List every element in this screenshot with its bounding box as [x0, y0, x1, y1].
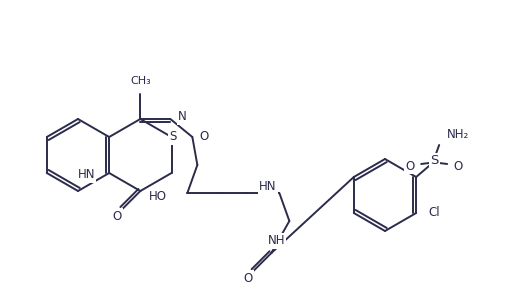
Text: CH₃: CH₃	[130, 76, 151, 86]
Text: Cl: Cl	[428, 207, 440, 220]
Text: O: O	[113, 210, 122, 223]
Text: O: O	[199, 131, 208, 144]
Text: NH: NH	[268, 234, 285, 247]
Text: HO: HO	[150, 190, 167, 203]
Text: S: S	[169, 131, 176, 144]
Text: S: S	[430, 155, 439, 168]
Text: NH₂: NH₂	[447, 127, 469, 140]
Text: N: N	[178, 110, 187, 123]
Text: O: O	[454, 160, 463, 173]
Text: HN: HN	[260, 181, 277, 194]
Text: O: O	[244, 271, 253, 284]
Text: HN: HN	[78, 168, 95, 181]
Text: O: O	[406, 160, 415, 173]
